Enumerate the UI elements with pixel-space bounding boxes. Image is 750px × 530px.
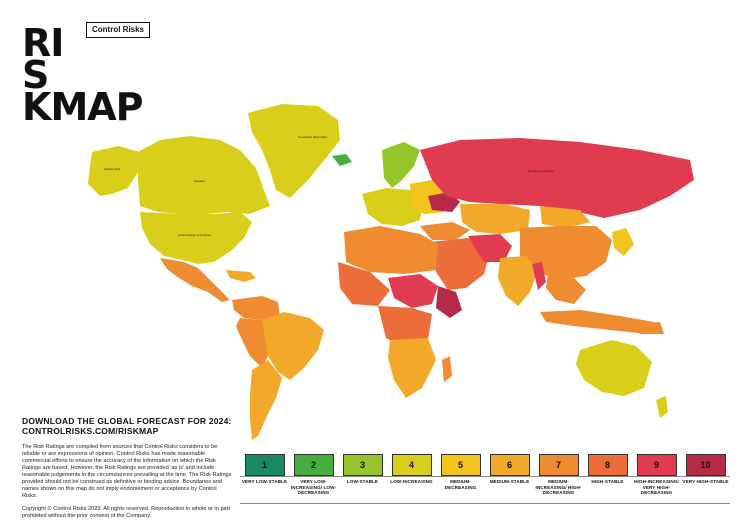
united-states — [140, 212, 252, 264]
west-africa — [338, 262, 390, 306]
legend-label: MEDIUM-STABLE — [489, 479, 530, 484]
legend-swatch: 7 — [538, 454, 579, 476]
southern-cone — [250, 360, 282, 440]
legend-label: VERY LOW-INCREASING/ LOW-DECREASING — [290, 479, 337, 496]
risk-legend: 1 VERY LOW-STABLE 2 VERY LOW-INCREASING/ LO… — [240, 454, 730, 506]
legend-item: 6 MEDIUM-STABLE — [485, 454, 534, 506]
logo-line-1: RI — [22, 21, 64, 65]
legend-item: 4 LOW-INCREASING — [387, 454, 436, 506]
legend-item: 1 VERY LOW-STABLE — [240, 454, 289, 506]
legend-swatch: 4 — [391, 454, 432, 476]
legend-label: MEDIUM-INCREASING/ HIGH-DECREASING — [535, 479, 582, 496]
legend-swatch: 3 — [342, 454, 383, 476]
australia — [576, 340, 652, 396]
canada — [138, 136, 270, 214]
legend-label: HIGH-INCREASING/ VERY HIGH-DECREASING — [634, 479, 679, 496]
turkey-caucasus — [420, 222, 470, 240]
alaska — [88, 146, 140, 196]
indonesia — [540, 310, 654, 334]
legend-swatch: 1 — [244, 454, 285, 476]
legend-item: 7 MEDIUM-INCREASING/ HIGH-DECREASING — [534, 454, 583, 506]
southern-africa — [388, 338, 436, 398]
legend-swatch: 6 — [489, 454, 530, 476]
usa-label: United States of America — [178, 233, 211, 237]
scandinavia — [382, 142, 420, 188]
greenland-label: Greenland (Denmark) — [298, 135, 327, 139]
north-africa — [344, 226, 438, 274]
copyright-text: Copyright © Control Risks 2023. All righ… — [22, 506, 231, 519]
iceland — [332, 154, 352, 166]
legend-swatch: 5 — [440, 454, 481, 476]
disclaimer-text: The Risk Ratings are compiled from sourc… — [22, 444, 232, 499]
logo-line-2: S — [22, 53, 49, 97]
southeast-asia — [546, 274, 586, 304]
madagascar — [442, 356, 452, 382]
mexico — [160, 258, 230, 302]
middle-east — [430, 238, 490, 290]
download-link[interactable]: CONTROLRISKS.COM/RISKMAP — [22, 426, 159, 436]
russia — [420, 138, 694, 218]
legend-item: 9 HIGH-INCREASING/ VERY HIGH-DECREASING — [632, 454, 681, 506]
legend-item: 3 LOW-STABLE — [338, 454, 387, 506]
legend-label: LOW-STABLE — [346, 479, 379, 484]
legend-item: 10 VERY HIGH-STABLE — [681, 454, 730, 506]
india — [498, 256, 538, 306]
legend-divider-bottom — [240, 503, 730, 504]
caribbean — [226, 270, 256, 282]
western-europe — [362, 188, 424, 226]
china — [520, 226, 612, 280]
iran-afghanistan — [468, 234, 512, 262]
alaska-label: Alaska (US) — [104, 167, 120, 171]
sahel-sudan — [388, 274, 438, 308]
greenland — [248, 104, 340, 198]
legend-swatch: 10 — [685, 454, 726, 476]
info-panel: DOWNLOAD THE GLOBAL FORECAST FOR 2024: C… — [22, 416, 232, 520]
logo-line-3: KMAP — [22, 85, 144, 129]
peru-bolivia — [236, 318, 268, 368]
korea-japan — [612, 228, 634, 256]
legend-swatch: 8 — [587, 454, 628, 476]
png — [634, 322, 664, 334]
legend-label: VERY HIGH-STABLE — [682, 479, 729, 484]
russia-label: Russian Federation — [528, 169, 554, 173]
legend-label: MEDIUM-DECREASING — [444, 479, 477, 490]
legend-item: 5 MEDIUM-DECREASING — [436, 454, 485, 506]
myanmar — [532, 262, 546, 290]
legend-swatch: 9 — [636, 454, 677, 476]
legend-item: 8 HIGH-STABLE — [583, 454, 632, 506]
colombia-venezuela — [232, 296, 280, 320]
legend-swatch: 2 — [293, 454, 334, 476]
download-line-1: DOWNLOAD THE GLOBAL FORECAST FOR 2024: — [22, 416, 232, 426]
legend-label: LOW-INCREASING — [390, 479, 433, 484]
canada-label: Canada — [194, 179, 205, 183]
legend-divider — [240, 476, 730, 477]
horn-of-africa — [436, 286, 462, 318]
new-zealand — [656, 396, 668, 418]
legend-label: HIGH-STABLE — [591, 479, 624, 484]
control-risks-logo: Control Risks — [86, 22, 151, 38]
legend-item: 2 VERY LOW-INCREASING/ LOW-DECREASING — [289, 454, 338, 506]
kazakhstan — [460, 204, 530, 234]
brazil — [262, 312, 324, 380]
download-heading: DOWNLOAD THE GLOBAL FORECAST FOR 2024: C… — [22, 416, 232, 436]
mongolia — [540, 206, 590, 228]
legend-label: VERY LOW-STABLE — [241, 479, 288, 484]
